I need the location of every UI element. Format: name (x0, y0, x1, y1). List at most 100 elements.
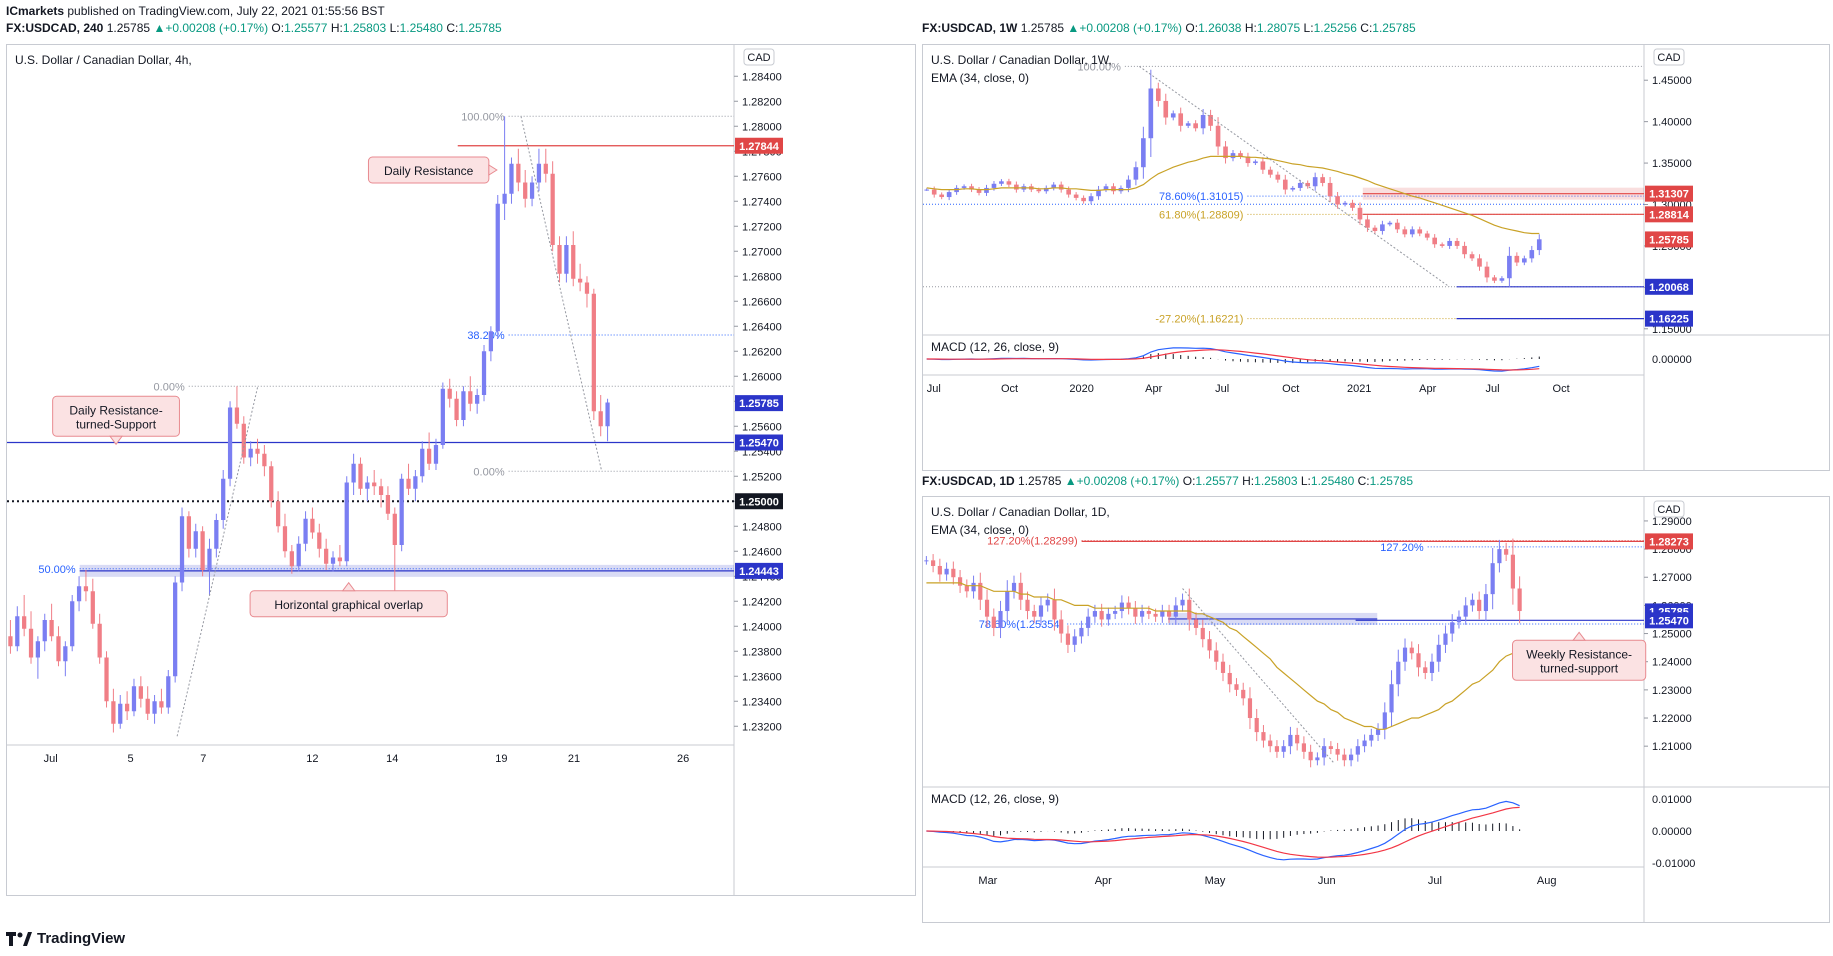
candle (1261, 725, 1266, 748)
change: +0.00208 (+0.17%) (165, 21, 269, 35)
x-tick-label: 5 (128, 753, 134, 765)
candle-body (1005, 591, 1010, 612)
candle (1429, 653, 1435, 682)
candle (15, 606, 20, 652)
candle (351, 453, 356, 495)
candle (1045, 593, 1050, 612)
price-label-bg (1645, 533, 1693, 550)
candle-body (426, 448, 432, 464)
candle-body (1447, 240, 1452, 246)
tradingview-logo[interactable]: TradingView (6, 930, 125, 947)
x-tick-label: May (1205, 875, 1226, 887)
candle (131, 678, 137, 717)
change: +0.00208 (+0.17%) (1079, 21, 1183, 35)
candle-body (951, 568, 956, 578)
chart-weekly-svg[interactable]: 1.450001.400001.350001.300001.250001.200… (882, 45, 1829, 470)
candle-body (1223, 146, 1228, 159)
price-label: 1.24443 (735, 562, 783, 579)
candle-body (1424, 233, 1430, 238)
candle-body (1470, 599, 1475, 606)
candle-body (1439, 244, 1445, 246)
candle (1312, 172, 1318, 191)
macd-signal-line (926, 806, 1520, 858)
candle (70, 595, 75, 652)
candle (1424, 230, 1430, 241)
ema-line (926, 155, 1540, 235)
candle-body (924, 560, 929, 562)
candle (90, 578, 95, 629)
h-label: H: (1242, 474, 1255, 488)
candle-body (1357, 207, 1363, 220)
candle (28, 611, 34, 664)
x-tick-label: Oct (1001, 383, 1018, 395)
candle (1349, 748, 1354, 767)
candle-body (282, 526, 288, 552)
candle (330, 551, 336, 572)
symbol: FX:USDCAD, 1W (922, 21, 1018, 35)
candle (946, 189, 952, 201)
candle-body (1163, 100, 1169, 118)
candle-body (1245, 156, 1251, 164)
x-tick-label: 12 (306, 753, 318, 765)
price-label: 1.16225 (1645, 310, 1693, 327)
candle-body (1315, 757, 1320, 761)
publish-text: published on TradingView.com, July 22, 2… (67, 4, 385, 18)
h-label: H: (1244, 21, 1257, 35)
y-tick-label: 1.24000 (1652, 657, 1692, 669)
chart-daily-svg[interactable]: 1.290001.280001.270001.260001.250001.240… (923, 497, 1829, 922)
candle (358, 457, 363, 495)
candle (1355, 739, 1360, 762)
candle-body (1038, 605, 1044, 617)
candle (1470, 593, 1475, 612)
candle (1052, 588, 1057, 631)
candle-body (1106, 613, 1111, 620)
candle-body (1200, 115, 1206, 129)
candle (1247, 687, 1253, 730)
candle (1297, 179, 1303, 191)
candle-body (1423, 667, 1428, 673)
candle (1514, 252, 1520, 267)
candle-body (1073, 194, 1079, 198)
candle-body (1342, 202, 1348, 205)
candle-body (138, 686, 143, 699)
candle-body (1382, 712, 1387, 730)
price-label-text: 1.25000 (739, 496, 779, 508)
last-price: 1.25785 (1018, 474, 1062, 488)
candle (1335, 192, 1340, 209)
chart-4h-svg[interactable]: 1.284001.282001.280001.278001.276001.274… (7, 45, 915, 895)
fib-trend-line (520, 116, 603, 472)
candle-body (523, 182, 528, 199)
candle (385, 486, 391, 520)
candle-body (1180, 599, 1185, 606)
candle (1380, 220, 1385, 235)
candle-body (8, 636, 13, 647)
candle (1073, 192, 1079, 201)
candle-body (1253, 161, 1258, 164)
price-label: 1.25785 (735, 395, 783, 412)
candle-body (234, 407, 240, 424)
candle-body (1536, 239, 1542, 251)
candle-body (1504, 549, 1509, 555)
candle-body (372, 482, 377, 487)
candle (1223, 141, 1228, 164)
candle (1402, 638, 1408, 671)
candle (1111, 183, 1116, 195)
chart-panel-weekly[interactable]: 1.450001.400001.350001.300001.250001.200… (882, 44, 1830, 471)
candle-body (529, 182, 535, 199)
candle (557, 236, 562, 283)
candle (1497, 539, 1502, 573)
candle (145, 686, 150, 720)
candle (221, 470, 226, 529)
chart-panel-daily[interactable]: 1.290001.280001.270001.260001.250001.240… (922, 496, 1830, 923)
low-value: 1.25480 (399, 21, 443, 35)
y-tick-label: 1.23000 (1652, 685, 1692, 697)
candle (22, 595, 27, 637)
chart-panel-4h[interactable]: 1.284001.282001.280001.278001.276001.274… (6, 44, 916, 896)
candle-body (1365, 219, 1370, 228)
candle-body (1281, 746, 1286, 752)
candle (111, 688, 116, 733)
candle-body (481, 351, 487, 395)
candle-body (557, 245, 562, 274)
candle-body (324, 548, 329, 564)
y-tick-label: 1.23600 (742, 671, 782, 683)
